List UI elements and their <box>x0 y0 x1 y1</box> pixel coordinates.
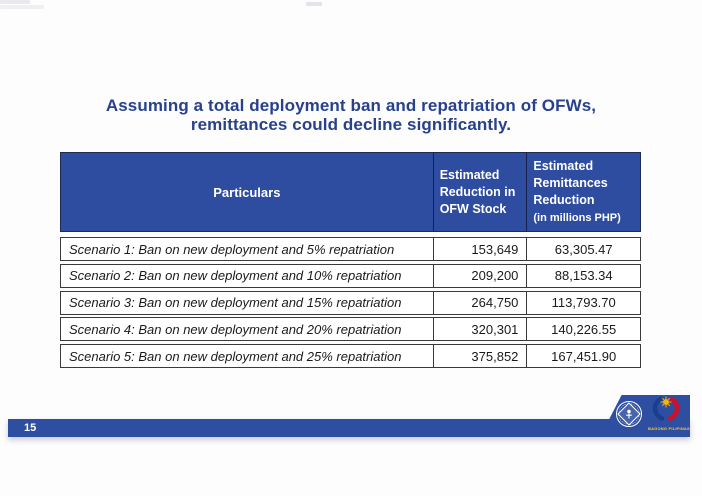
table-row: Scenario 2: Ban on new deployment and 10… <box>60 263 641 288</box>
cell-ofw-stock: 375,852 <box>432 345 527 367</box>
video-artifact <box>0 5 44 9</box>
cell-remittances: 167,451.90 <box>526 345 640 367</box>
table-row: Scenario 5: Ban on new deployment and 25… <box>60 344 641 368</box>
agency-seal-icon <box>615 400 643 428</box>
footer-bar <box>8 419 690 437</box>
cell-ofw-stock: 153,649 <box>432 238 527 260</box>
cell-remittances: 113,793.70 <box>526 291 640 314</box>
cell-particulars: Scenario 1: Ban on new deployment and 5%… <box>69 241 395 257</box>
cell-ofw-stock: 320,301 <box>432 318 527 341</box>
scenario-table: Scenario 1: Ban on new deployment and 5%… <box>60 237 641 368</box>
cell-remittances: 63,305.47 <box>526 238 640 260</box>
header-label-remittances-unit: (in millions PHP) <box>533 212 621 224</box>
slide-title-line2: remittances could decline significantly. <box>190 115 512 134</box>
header-label-remittances: Estimated Remittances Reduction <box>533 159 608 207</box>
cell-particulars: Scenario 2: Ban on new deployment and 10… <box>69 268 402 284</box>
slide-title: Assuming a total deployment ban and repa… <box>0 96 702 134</box>
cell-remittances: 140,226.55 <box>526 318 640 341</box>
table-header-row: Particulars Estimated Reduction in OFW S… <box>60 152 641 232</box>
cell-ofw-stock: 209,200 <box>432 264 527 287</box>
header-label-ofw-stock: Estimated Reduction in OFW Stock <box>439 167 516 216</box>
slide-title-line1: Assuming a total deployment ban and repa… <box>105 96 597 115</box>
header-cell-remittances: Estimated Remittances Reduction (in mill… <box>526 153 640 231</box>
header-cell-particulars: Particulars <box>61 153 433 231</box>
page-number: 15 <box>24 422 37 434</box>
table-row: Scenario 1: Ban on new deployment and 5%… <box>60 237 641 261</box>
bagong-pilipinas-caption: BAGONG PILIPINAS <box>648 426 690 431</box>
header-label-particulars: Particulars <box>213 184 281 200</box>
cell-particulars: Scenario 5: Ban on new deployment and 25… <box>69 348 402 364</box>
header-cell-ofw-stock: Estimated Reduction in OFW Stock <box>432 153 527 231</box>
cell-remittances: 88,153.34 <box>526 264 640 287</box>
table-row: Scenario 4: Ban on new deployment and 20… <box>60 317 641 342</box>
cell-ofw-stock: 264,750 <box>432 291 527 314</box>
table-row: Scenario 3: Ban on new deployment and 15… <box>60 290 641 315</box>
cell-particulars: Scenario 3: Ban on new deployment and 15… <box>69 295 402 310</box>
bagong-pilipinas-logo: BAGONG PILIPINAS <box>648 396 690 431</box>
cell-particulars: Scenario 4: Ban on new deployment and 20… <box>69 321 402 337</box>
video-artifact <box>0 0 30 4</box>
video-artifact <box>306 2 322 6</box>
